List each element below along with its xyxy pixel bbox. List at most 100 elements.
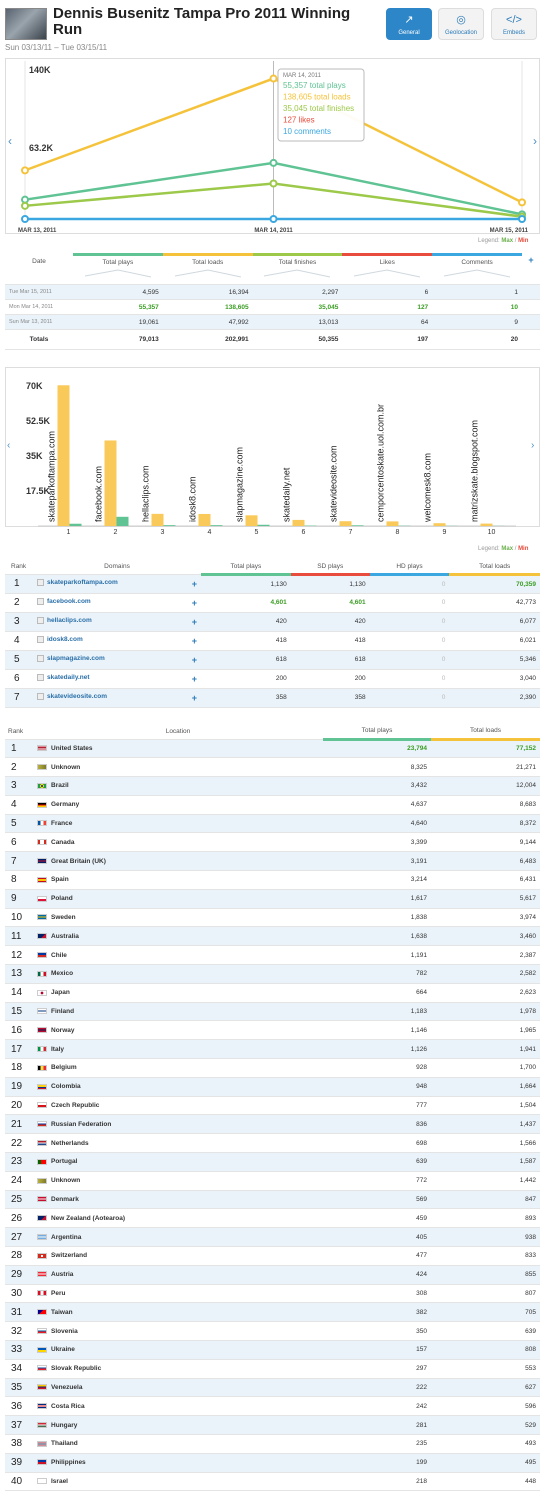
data-point[interactable] xyxy=(21,201,29,210)
bar-total-plays[interactable] xyxy=(257,524,270,526)
expand-domain-button[interactable]: + xyxy=(191,673,197,684)
col-total-loads[interactable]: Total loads xyxy=(449,560,540,576)
bar-total-loads[interactable] xyxy=(433,523,446,526)
cell-total-loads: 1,700 xyxy=(430,1058,540,1078)
bar-total-plays[interactable] xyxy=(69,523,82,526)
bar-total-loads[interactable] xyxy=(104,440,117,526)
col-hd-plays[interactable]: HD plays xyxy=(369,560,450,576)
data-point[interactable] xyxy=(518,214,526,223)
col-total-finishes[interactable]: Total finishes xyxy=(252,253,343,285)
data-point[interactable] xyxy=(269,179,278,188)
add-column-button[interactable]: + xyxy=(522,254,540,285)
cell-total-plays: 698 xyxy=(323,1133,431,1154)
cell-location: Unknown xyxy=(33,757,323,778)
tooltip-date: MAR 14, 2011 xyxy=(283,73,322,79)
cell-domain[interactable]: idosk8.com + xyxy=(33,631,201,651)
cell-location: Philippines xyxy=(33,1453,323,1473)
cell-finishes: 35,045 xyxy=(252,299,343,315)
bar-total-loads[interactable] xyxy=(57,385,70,526)
prev-arrow[interactable]: ‹ xyxy=(8,134,12,148)
expand-domain-button[interactable]: + xyxy=(191,578,197,589)
y-tick-label: 63.2K xyxy=(29,143,54,153)
cell-location: Belgium xyxy=(33,1058,323,1078)
next-arrow[interactable]: › xyxy=(533,134,537,148)
open-page-icon[interactable] xyxy=(37,616,44,624)
bar-prev-arrow[interactable]: ‹ xyxy=(7,440,11,451)
cell-rank: 26 xyxy=(5,1208,33,1229)
table-row: 17 Italy 1,126 1,941 xyxy=(5,1039,540,1060)
y-tick-label: 52.5K xyxy=(26,416,51,426)
bar-total-loads[interactable] xyxy=(339,521,352,526)
cell-total-plays: 4,601 xyxy=(201,593,291,613)
cell-total-plays: 928 xyxy=(323,1058,431,1078)
col-total-plays[interactable]: Total plays xyxy=(73,253,163,285)
col-total-loads[interactable]: Total loads xyxy=(162,253,253,285)
bar-total-plays[interactable] xyxy=(210,525,223,526)
cell-total-plays: 382 xyxy=(323,1302,431,1323)
expand-domain-button[interactable]: + xyxy=(191,654,197,665)
tooltip-line: 55,357 total plays xyxy=(283,81,346,90)
cell-total-plays: 418 xyxy=(201,631,291,651)
data-point[interactable] xyxy=(21,195,29,204)
bar-total-plays[interactable] xyxy=(163,525,176,526)
open-page-icon[interactable] xyxy=(37,654,44,662)
col-total-plays[interactable]: Total plays xyxy=(201,560,291,576)
cell-total-plays: 664 xyxy=(323,983,431,1003)
tab-geolocation[interactable]: ◎ Geolocation xyxy=(438,8,484,40)
cell-total-plays: 3,214 xyxy=(323,870,431,890)
expand-domain-button[interactable]: + xyxy=(191,692,197,703)
cell-total-plays: 1,191 xyxy=(323,945,431,966)
cell-location: Costa Rica xyxy=(33,1396,323,1417)
chart-trend-icon: ↗ xyxy=(404,14,414,26)
bar-total-loads[interactable] xyxy=(292,519,305,526)
open-page-icon[interactable] xyxy=(37,578,44,586)
cell-location: Japan xyxy=(33,983,323,1003)
col-total-plays[interactable]: Total plays xyxy=(323,724,431,741)
data-point[interactable] xyxy=(269,74,278,83)
data-point[interactable] xyxy=(518,198,526,207)
open-page-icon[interactable] xyxy=(37,597,44,605)
bar-total-loads[interactable] xyxy=(198,513,211,526)
bar-total-loads[interactable] xyxy=(480,523,493,526)
cell-likes: 64 xyxy=(342,314,433,330)
domain-label: cemporcentoskate.uol.com.br xyxy=(376,404,386,522)
cell-total-plays: 782 xyxy=(323,964,431,984)
open-page-icon[interactable] xyxy=(37,673,44,681)
col-sd-plays[interactable]: SD plays xyxy=(290,560,370,576)
col-comments[interactable]: Comments xyxy=(432,253,522,285)
col-likes[interactable]: Likes xyxy=(342,253,433,285)
bar-total-plays[interactable] xyxy=(351,525,364,526)
cell-domain[interactable]: hellaclips.com + xyxy=(33,612,201,632)
data-point[interactable] xyxy=(21,214,29,223)
expand-domain-button[interactable]: + xyxy=(191,635,197,646)
bar-next-arrow[interactable]: › xyxy=(531,440,535,451)
cell-domain[interactable]: skatevideosite.com + xyxy=(33,688,201,708)
bar-total-loads[interactable] xyxy=(151,513,164,526)
cell-total-plays: 1,638 xyxy=(323,926,431,947)
data-point[interactable] xyxy=(269,214,278,223)
bar-total-loads[interactable] xyxy=(245,515,258,526)
data-point[interactable] xyxy=(21,166,29,175)
expand-domain-button[interactable]: + xyxy=(191,597,197,608)
table-row: 20 Czech Republic 777 1,504 xyxy=(5,1096,540,1116)
cell-location: Thailand xyxy=(33,1434,323,1454)
cell-domain[interactable]: skateparkoftampa.com + xyxy=(33,574,201,594)
cell-domain[interactable]: facebook.com + xyxy=(33,593,201,613)
cell-domain[interactable]: slapmagazine.com + xyxy=(33,650,201,670)
cell-domain[interactable]: skatedaily.net + xyxy=(33,669,201,689)
total-likes: 197 xyxy=(342,329,433,350)
cell-total-loads: 808 xyxy=(430,1340,540,1360)
tab-embeds[interactable]: </> Embeds xyxy=(491,8,537,40)
expand-domain-button[interactable]: + xyxy=(191,616,197,627)
x-tick-label: 9 xyxy=(442,529,447,536)
col-total-loads[interactable]: Total loads xyxy=(430,724,540,741)
open-page-icon[interactable] xyxy=(37,635,44,643)
bar-total-loads[interactable] xyxy=(386,521,399,526)
bar-total-plays[interactable] xyxy=(116,516,129,526)
data-point[interactable] xyxy=(269,158,278,167)
open-page-icon[interactable] xyxy=(37,692,44,700)
table-row: 40 Israel 218 448 xyxy=(5,1472,540,1492)
tab-general[interactable]: ↗ General xyxy=(386,8,432,40)
cell-rank: 29 xyxy=(5,1265,33,1285)
tooltip-box xyxy=(277,68,365,142)
